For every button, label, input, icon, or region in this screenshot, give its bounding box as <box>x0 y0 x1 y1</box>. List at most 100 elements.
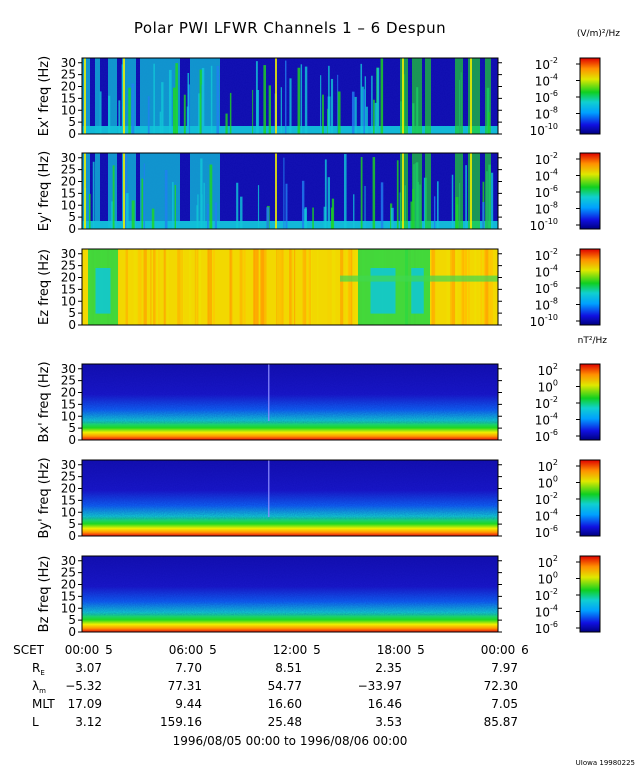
colorbar <box>580 364 600 440</box>
ephemeris-value: 16.46 <box>368 697 402 711</box>
time-minor-label: 5 <box>417 643 425 657</box>
y-tick-label: 0 <box>68 222 76 236</box>
colorbar-tick: 10-6 <box>535 524 558 540</box>
y-tick-label: 15 <box>61 493 76 507</box>
time-tick-label: 00:00 <box>65 643 100 657</box>
y-tick-label: 0 <box>68 127 76 141</box>
b-units-label: nT²/Hz <box>578 336 608 346</box>
y-tick-label: 25 <box>61 470 76 484</box>
colorbar-tick: 10-6 <box>535 184 558 200</box>
credit-label: UIowa 19980225 <box>576 759 635 767</box>
y-tick-label: 10 <box>61 103 76 117</box>
colorbar-tick: 10-2 <box>535 247 558 263</box>
ephemeris-label: RE <box>32 661 45 677</box>
colorbar-tick: 10-4 <box>535 508 558 524</box>
colorbar-tick: 100 <box>538 379 558 395</box>
y-tick-label: 30 <box>61 56 76 70</box>
y-tick-label: 0 <box>68 318 76 332</box>
colorbar <box>580 249 600 325</box>
colorbar-tick: 10-2 <box>535 491 558 507</box>
y-axis-label: Ey' freq (Hz) <box>37 151 52 231</box>
time-axis-labels: SCET 00:00 5 06:00 5 12:00 5 18:00 5 00:00 6 <box>13 643 529 657</box>
y-tick-label: 5 <box>68 421 76 435</box>
ephemeris-value: 3.07 <box>75 661 102 675</box>
y-axis-label: Ez freq (Hz) <box>37 249 52 325</box>
y-tick-label: 30 <box>61 362 76 376</box>
ephemeris-value: 9.44 <box>175 697 202 711</box>
ephemeris-value: 25.48 <box>268 715 302 729</box>
y-tick-label: 15 <box>61 397 76 411</box>
ephemeris-value: 72.30 <box>484 679 518 693</box>
colorbar <box>580 153 600 229</box>
ephemeris-value: 8.51 <box>275 661 302 675</box>
y-tick-label: 10 <box>61 198 76 212</box>
y-tick-label: 15 <box>61 91 76 105</box>
colorbar-tick: 102 <box>538 554 558 570</box>
scet-label: SCET <box>13 643 45 657</box>
ephemeris-value: 159.16 <box>160 715 202 729</box>
y-tick-label: 15 <box>61 282 76 296</box>
y-tick-label: 5 <box>68 210 76 224</box>
y-tick-label: 0 <box>68 529 76 543</box>
colorbar-tick: 10-8 <box>535 201 558 217</box>
y-tick-label: 25 <box>61 374 76 388</box>
y-tick-label: 5 <box>68 517 76 531</box>
colorbar-tick: 10-6 <box>535 89 558 105</box>
colorbar-tick: 10-8 <box>535 106 558 122</box>
y-tick-label: 15 <box>61 589 76 603</box>
y-tick-label: 5 <box>68 115 76 129</box>
ephemeris-label: MLT <box>32 697 55 711</box>
y-tick-label: 25 <box>61 68 76 82</box>
colorbar-tick: 10-6 <box>535 280 558 296</box>
y-tick-label: 30 <box>61 458 76 472</box>
y-tick-label: 25 <box>61 163 76 177</box>
colorbar-tick: 10-4 <box>535 264 558 280</box>
time-minor-label: 5 <box>209 643 217 657</box>
colorbar <box>580 556 600 632</box>
ephemeris-value: 77.31 <box>168 679 202 693</box>
y-axis-label: Bx' freq (Hz) <box>37 361 52 442</box>
ephemeris-value: 3.53 <box>375 715 402 729</box>
colorbar-tick: 10-2 <box>535 56 558 72</box>
colorbar <box>580 460 600 536</box>
time-minor-label: 5 <box>313 643 321 657</box>
colorbar-tick: 10-4 <box>535 73 558 89</box>
colorbar-tick: 102 <box>538 458 558 474</box>
y-tick-label: 15 <box>61 186 76 200</box>
colorbar-tick: 10-6 <box>535 428 558 444</box>
date-range-label: 1996/08/05 00:00 to 1996/08/06 00:00 <box>173 734 408 748</box>
y-axis-label: Ex' freq (Hz) <box>37 56 52 136</box>
y-tick-label: 0 <box>68 625 76 639</box>
colorbar-tick: 102 <box>538 362 558 378</box>
ephemeris-value: 7.70 <box>175 661 202 675</box>
colorbar-tick: 10-6 <box>535 620 558 636</box>
y-tick-label: 10 <box>61 409 76 423</box>
y-tick-label: 20 <box>61 386 76 400</box>
y-tick-label: 20 <box>61 578 76 592</box>
colorbar-tick: 10-2 <box>535 587 558 603</box>
y-tick-label: 20 <box>61 80 76 94</box>
ephemeris-value: −33.97 <box>358 679 402 693</box>
ephemeris-value: 2.35 <box>375 661 402 675</box>
colorbar <box>580 58 600 134</box>
y-tick-label: 10 <box>61 294 76 308</box>
time-minor-label: 6 <box>521 643 529 657</box>
ephemeris-table: RE 3.07 7.70 8.51 2.35 7.97 λm −5.32 77.31 54.77 −… <box>32 661 518 729</box>
y-tick-label: 20 <box>61 271 76 285</box>
time-tick-label: 18:00 <box>377 643 412 657</box>
y-tick-label: 20 <box>61 482 76 496</box>
y-tick-label: 25 <box>61 259 76 273</box>
e-units-label: (V/m)²/Hz <box>577 29 620 39</box>
time-minor-label: 5 <box>105 643 113 657</box>
ephemeris-label: L <box>32 715 39 729</box>
y-tick-label: 5 <box>68 306 76 320</box>
colorbar-tick: 100 <box>538 571 558 587</box>
y-tick-label: 20 <box>61 175 76 189</box>
